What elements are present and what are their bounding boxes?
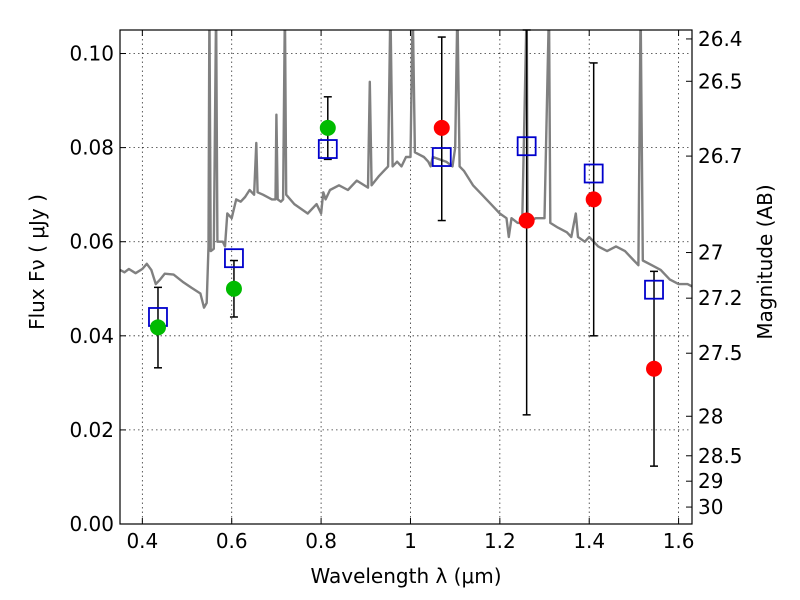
- magnitude-tick-label: 30: [698, 495, 723, 519]
- model-photometry-square: [583, 163, 604, 184]
- data-series: [120, 30, 692, 309]
- data-markers: [148, 119, 664, 377]
- model-spectrum-line: [120, 30, 692, 309]
- y-tick-label-left: 0.06: [69, 230, 114, 254]
- axis-ticks: 0.4 0.6 0.8 1 1.2 1.4 1.6 0.00 0.02 0.04 0.06 0.08 0…: [69, 27, 742, 553]
- observed-flux-point: [518, 212, 535, 229]
- x-tick-label: 0.4: [126, 529, 158, 553]
- x-tick-label: 1.2: [484, 529, 516, 553]
- magnitude-tick-label: 26.4: [698, 27, 743, 51]
- observed-flux-point: [225, 280, 242, 297]
- magnitude-tick-label: 27: [698, 241, 723, 265]
- plot-frame: [119, 29, 693, 525]
- x-tick-label: 1.6: [663, 529, 695, 553]
- x-axis-title: Wavelength λ (μm): [310, 564, 501, 588]
- y-tick-label-left: 0.10: [69, 42, 114, 66]
- x-tick-label: 0.6: [216, 529, 248, 553]
- observed-flux-point: [646, 360, 663, 377]
- model-photometry-square: [224, 248, 244, 269]
- x-tick-label: 1.4: [573, 529, 605, 553]
- magnitude-tick-label: 26.5: [698, 69, 743, 93]
- y-axis-title-left: Flux Fν ( μJy ): [25, 194, 49, 330]
- observed-flux-point: [433, 119, 450, 136]
- magnitude-tick-label: 26.7: [698, 144, 743, 168]
- magnitude-tick-label: 29: [698, 469, 723, 493]
- plot-area: [120, 30, 692, 524]
- y-tick-label-left: 0.02: [69, 418, 114, 442]
- y-tick-label-left: 0.04: [69, 324, 114, 348]
- y-tick-label-left: 0.08: [69, 136, 114, 160]
- model-photometry-square: [431, 147, 452, 167]
- magnitude-tick-label: 28.5: [698, 444, 743, 468]
- model-photometry-square: [317, 139, 338, 159]
- observed-flux-point: [149, 319, 166, 336]
- x-tick-label: 1: [404, 529, 417, 553]
- magnitude-tick-label: 27.2: [698, 286, 743, 310]
- magnitude-tick-label: 27.5: [698, 341, 743, 365]
- observed-flux-point: [319, 119, 336, 136]
- observed-flux-point: [585, 191, 602, 208]
- model-photometry-square: [516, 136, 537, 157]
- model-photometry-square: [644, 279, 664, 300]
- x-tick-label: 0.8: [305, 529, 337, 553]
- y-tick-label-left: 0.00: [69, 512, 114, 536]
- magnitude-tick-label: 28: [698, 404, 723, 428]
- y-axis-title-right: Magnitude (AB): [753, 184, 777, 339]
